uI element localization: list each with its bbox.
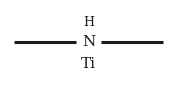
- Text: Ti: Ti: [81, 57, 96, 71]
- Text: N: N: [82, 35, 95, 49]
- Text: H: H: [83, 15, 94, 29]
